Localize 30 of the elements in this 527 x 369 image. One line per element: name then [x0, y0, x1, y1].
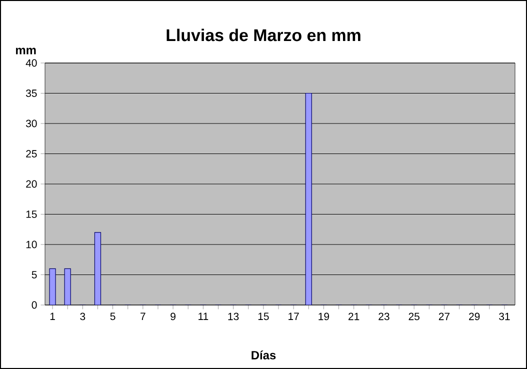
x-tick-label: 31 — [499, 312, 510, 320]
x-tick-label: 1 — [50, 312, 55, 320]
x-tick-label: 17 — [288, 312, 299, 320]
y-tick-label: 10 — [26, 240, 37, 248]
bar — [94, 232, 102, 305]
y-tick-label: 30 — [26, 120, 37, 128]
y-tick-label: 40 — [26, 59, 37, 67]
x-tick-label: 21 — [348, 312, 360, 320]
x-tick-label: 7 — [140, 312, 146, 320]
x-tick-label: 19 — [318, 312, 330, 320]
x-tick-label: 15 — [258, 312, 269, 320]
x-axis-title: Días — [252, 350, 276, 360]
x-tick-label: 27 — [438, 312, 450, 320]
y-tick-label: 5 — [32, 271, 37, 278]
bar — [305, 92, 312, 305]
x-tick-label: 9 — [170, 312, 176, 320]
x-tick-label: 3 — [80, 312, 86, 320]
y-axis-title: mm — [16, 48, 36, 54]
x-tick-label: 23 — [378, 312, 390, 320]
chart-title: Lluvias de Marzo en mm — [166, 28, 360, 42]
x-tick-label: 29 — [469, 312, 480, 320]
y-tick-label: 15 — [26, 210, 37, 218]
x-tick-label: 11 — [198, 312, 208, 320]
x-tick-label: 25 — [408, 312, 420, 320]
y-tick-label: 0 — [32, 301, 37, 309]
x-tick-label: 5 — [110, 312, 116, 320]
y-tick-label: 20 — [26, 180, 37, 188]
y-tick-label: 35 — [26, 90, 37, 97]
x-tick-label: 13 — [228, 312, 239, 320]
y-tick-label: 25 — [26, 150, 37, 158]
